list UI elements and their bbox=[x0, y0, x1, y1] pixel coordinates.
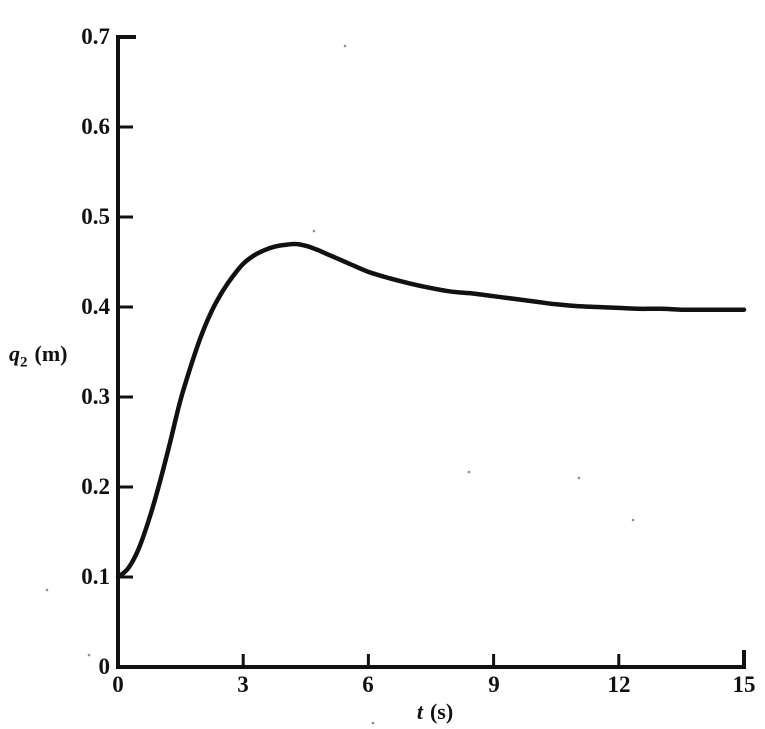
y-tick-label: 0.3 bbox=[81, 384, 110, 409]
y-tick-label: 0.7 bbox=[81, 24, 110, 49]
x-tick-label: 0 bbox=[112, 672, 124, 697]
y-tick-label: 0.2 bbox=[81, 474, 110, 499]
x-axis-title: t (s) bbox=[395, 699, 475, 725]
response-curve bbox=[115, 241, 747, 580]
y-axis-variable: q bbox=[9, 341, 20, 366]
scan-speckle bbox=[577, 476, 581, 480]
scan-speckle bbox=[631, 518, 635, 522]
y-axis-title: q2 (m) bbox=[9, 341, 68, 371]
x-axis-variable: t bbox=[416, 699, 423, 724]
scan-speckle bbox=[45, 588, 49, 592]
x-tick-label: 9 bbox=[488, 672, 500, 697]
y-tick-label: 0 bbox=[98, 654, 111, 679]
y-tick-label: 0.4 bbox=[81, 294, 110, 319]
x-tick-label: 15 bbox=[732, 672, 756, 697]
y-tick-label: 0.1 bbox=[81, 564, 110, 589]
y-tick-label: 0.6 bbox=[81, 114, 110, 139]
x-axis-unit: (s) bbox=[429, 699, 454, 724]
scan-speckle bbox=[467, 470, 471, 474]
axis-frame bbox=[116, 35, 746, 669]
x-tick-label: 6 bbox=[362, 672, 374, 697]
x-tick-label: 12 bbox=[607, 672, 631, 697]
scan-speckle bbox=[371, 721, 375, 725]
y-axis-subscript: 2 bbox=[20, 354, 28, 371]
x-tick-label: 3 bbox=[237, 672, 249, 697]
y-axis-unit: (m) bbox=[34, 341, 68, 366]
scan-speckle bbox=[343, 44, 347, 48]
scan-speckle bbox=[87, 653, 91, 657]
y-tick-label: 0.5 bbox=[81, 204, 110, 229]
scan-speckle bbox=[312, 229, 316, 233]
